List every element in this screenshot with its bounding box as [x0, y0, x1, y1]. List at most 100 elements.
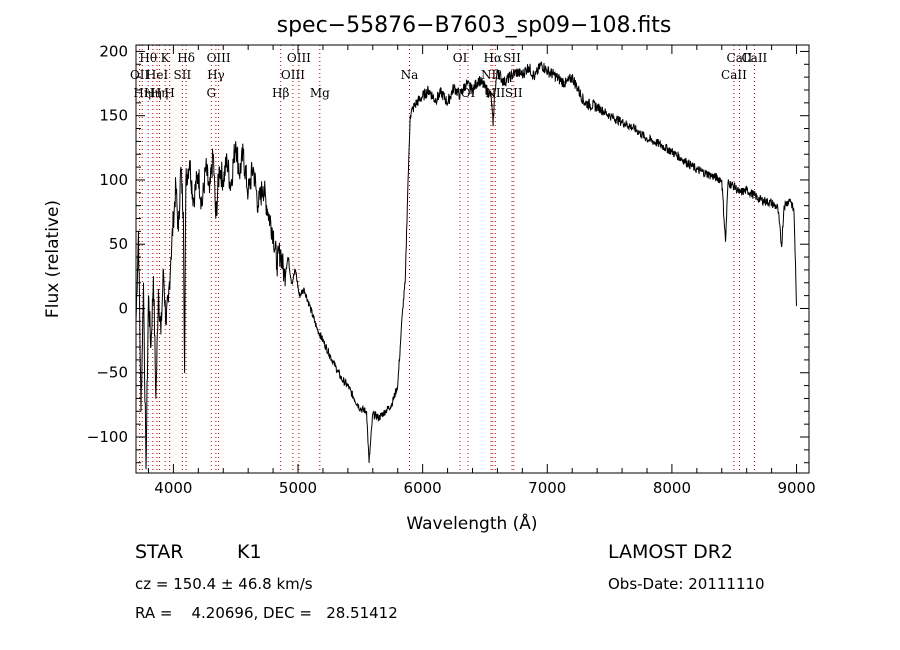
- spectrum-point: [322, 340, 324, 341]
- spectrum-point: [733, 186, 735, 187]
- spectrum-point: [739, 192, 740, 194]
- spectrum-point: [509, 76, 511, 78]
- spectrum-point: [412, 108, 414, 110]
- spectrum-point: [447, 102, 448, 104]
- spectrum-point: [528, 66, 529, 68]
- spectral-line-label: Mg: [310, 86, 330, 100]
- spectrum-line: [135, 61, 797, 470]
- spectral-line-markers: [139, 45, 755, 473]
- spectral-line-label: CaII: [727, 51, 753, 65]
- spectrum-point: [453, 87, 455, 88]
- spectral-line-label: H: [164, 86, 174, 100]
- spectrum-point: [478, 79, 480, 81]
- x-tick-label: 7000: [528, 479, 566, 497]
- redshift-velocity: cz = 150.4 ± 46.8 km/s: [135, 575, 313, 593]
- spectrum-point: [515, 71, 517, 73]
- spectral-line-label: OIII: [207, 51, 231, 65]
- spectrum-point: [143, 282, 144, 284]
- spectrum-point: [422, 96, 423, 97]
- spectrum-point: [287, 256, 289, 258]
- spectrum-point: [328, 353, 330, 354]
- observation-date: Obs-Date: 20111110: [608, 575, 765, 593]
- x-tick-label: 8000: [653, 479, 691, 497]
- y-axis-label: Flux (relative): [43, 200, 63, 318]
- spectrum-point: [189, 160, 191, 162]
- spectral-line-label: HeI: [146, 68, 169, 82]
- spectrum-point: [168, 301, 169, 303]
- spectrum-point: [754, 195, 755, 196]
- spectrum-point: [341, 378, 342, 380]
- spectrum-point: [671, 151, 673, 153]
- spectrum-point: [160, 333, 162, 335]
- spectrum-point: [222, 179, 224, 181]
- spectrum-point: [310, 308, 311, 309]
- spectrum-point: [384, 410, 386, 412]
- spectrum-point: [571, 76, 573, 78]
- spectrum-point: [235, 141, 237, 142]
- spectral-line-label: SII: [503, 51, 521, 65]
- spectrum-point: [215, 218, 217, 219]
- object-subclass: K1: [237, 541, 262, 563]
- spectrum-point: [503, 81, 505, 83]
- x-axis: 4000 5000 6000 7000 8000 9000: [147, 45, 816, 497]
- spectrum-point: [163, 269, 164, 271]
- spectral-line-label: CaII: [721, 68, 747, 82]
- spectrum-point: [175, 186, 177, 187]
- spectrum-point: [303, 288, 305, 290]
- spectrum-point: [434, 99, 436, 101]
- spectrum-point: [185, 179, 187, 181]
- spectral-line-label: NII: [481, 68, 501, 82]
- spectrum-point: [546, 70, 548, 72]
- spectrum-point: [634, 128, 635, 129]
- survey-name: LAMOST DR2: [608, 541, 733, 563]
- chart-title: spec−55876−B7603_sp09−108.fits: [277, 13, 672, 38]
- spectrum-point: [262, 186, 264, 187]
- spectral-line-label: Hδ: [177, 51, 195, 65]
- spectrum-point: [283, 276, 285, 277]
- spectrum-point: [484, 87, 486, 88]
- spectrum-point: [781, 246, 782, 248]
- spectral-line-label: OII: [130, 68, 150, 82]
- spectrum-point: [725, 241, 726, 243]
- spectrum-point: [777, 207, 779, 209]
- spectral-line-label: CaII: [741, 51, 767, 65]
- spectrum-point: [684, 160, 685, 162]
- spectrum-point: [758, 198, 760, 200]
- spectrum-point: [153, 276, 154, 277]
- spectrum-point: [646, 138, 648, 140]
- spectrum-point: [402, 308, 404, 309]
- spectrum-point: [180, 166, 182, 168]
- spectral-line-label: Hθ: [139, 51, 157, 65]
- spectrum-point: [584, 102, 586, 104]
- spectrum-point: [472, 89, 473, 91]
- spectral-line-label: NII: [485, 86, 505, 100]
- spectrum-point: [353, 398, 355, 399]
- spectrum-point: [416, 102, 417, 104]
- spectrum-point: [155, 398, 157, 399]
- spectrum-point: [267, 211, 269, 213]
- spectral-line-label: K: [161, 51, 171, 65]
- spectrum-point: [372, 413, 374, 415]
- spectrum-point: [789, 198, 791, 200]
- spectrum-point: [335, 365, 336, 367]
- spectrum-point: [696, 169, 698, 171]
- spectrum-point: [197, 173, 199, 174]
- spectrum-point: [459, 94, 461, 96]
- spectrum-point: [409, 115, 411, 117]
- y-tick-label: −100: [87, 428, 128, 446]
- spectrum-point: [170, 256, 172, 258]
- spectrum-point: [621, 121, 623, 123]
- spectrum-point: [404, 282, 406, 284]
- x-tick-label: 4000: [154, 479, 192, 497]
- spectral-line-label: Na: [401, 68, 419, 82]
- y-tick-label: 0: [118, 299, 128, 317]
- spectrum-point: [494, 89, 496, 91]
- spectrum-point: [280, 250, 281, 252]
- x-tick-label: 5000: [279, 479, 317, 497]
- spectral-line-label: SII: [174, 68, 192, 82]
- spectrum-point: [708, 174, 710, 176]
- spectrum-point: [257, 205, 259, 207]
- spectral-line-label: Hγ: [207, 68, 225, 82]
- y-tick-label: −50: [96, 364, 128, 382]
